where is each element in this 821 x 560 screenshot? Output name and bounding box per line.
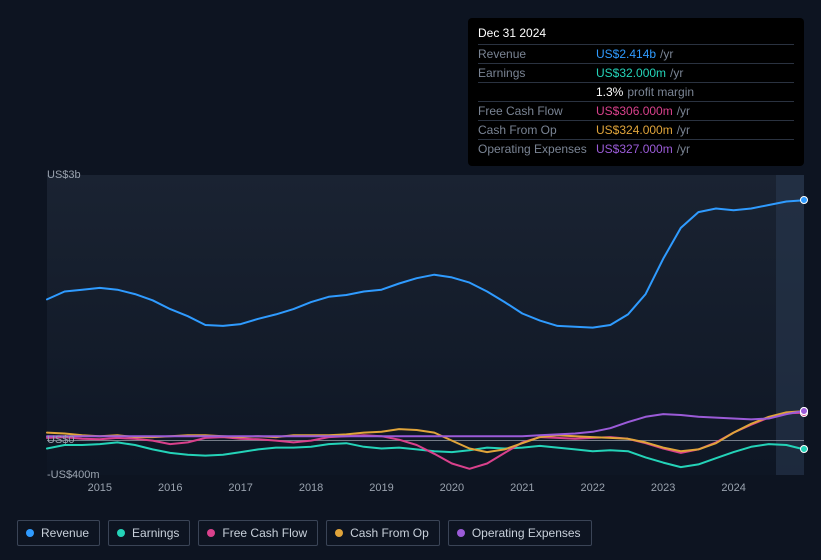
chart-x-label: 2020 [440,482,464,494]
series-line [47,200,804,327]
chart-tooltip: Dec 31 2024 RevenueUS$2.414b/yrEarningsU… [468,18,804,166]
chart-x-label: 2024 [721,482,745,494]
tooltip-row-value: US$2.414b [596,47,656,61]
tooltip-row: Cash From OpUS$324.000m/yr [478,120,794,139]
tooltip-row-value: US$306.000m [596,104,673,118]
tooltip-row-label: Free Cash Flow [478,104,596,118]
legend-item[interactable]: Earnings [108,520,190,546]
tooltip-row-suffix: /yr [677,104,690,118]
chart-x-label: 2021 [510,482,534,494]
legend-item[interactable]: Free Cash Flow [198,520,318,546]
legend-label: Earnings [132,526,179,540]
series-end-marker [800,407,808,415]
series-line [47,411,804,452]
legend-item[interactable]: Cash From Op [326,520,440,546]
chart-legend: Revenue Earnings Free Cash Flow Cash From O… [17,520,592,546]
tooltip-row-label: Operating Expenses [478,142,596,156]
legend-item[interactable]: Operating Expenses [448,520,592,546]
chart-x-label: 2022 [580,482,604,494]
chart-lines-svg [47,175,804,475]
tooltip-row-value: US$324.000m [596,123,673,137]
legend-dot-icon [117,529,125,537]
tooltip-row-suffix: /yr [660,47,673,61]
tooltip-row: EarningsUS$32.000m/yr [478,63,794,82]
chart-x-label: 2015 [88,482,112,494]
tooltip-row-suffix: profit margin [627,85,694,99]
legend-dot-icon [207,529,215,537]
chart-x-axis: 2015 2016 2017 2018 2019 2020 2021 2022 2023 2024 [47,482,804,502]
legend-dot-icon [335,529,343,537]
legend-label: Cash From Op [350,526,429,540]
legend-label: Revenue [41,526,89,540]
tooltip-row: 1.3% profit margin [478,82,794,101]
tooltip-row-value: 1.3% [596,85,623,99]
legend-dot-icon [457,529,465,537]
tooltip-row-suffix: /yr [677,123,690,137]
chart-x-label: 2018 [299,482,323,494]
tooltip-row: Operating ExpensesUS$327.000m/yr [478,139,794,158]
tooltip-row-label: Revenue [478,47,596,61]
series-line [47,442,804,467]
chart-x-label: 2019 [369,482,393,494]
chart-y-label: US$3b [47,169,59,181]
series-line [47,411,804,436]
legend-item[interactable]: Revenue [17,520,100,546]
series-end-marker [800,196,808,204]
chart-y-label: US$0 [47,434,59,446]
chart-x-label: 2023 [651,482,675,494]
series-line [47,413,804,469]
tooltip-rows: RevenueUS$2.414b/yrEarningsUS$32.000m/yr… [478,44,794,158]
tooltip-row-label: Cash From Op [478,123,596,137]
tooltip-row-suffix: /yr [670,66,683,80]
tooltip-row-value: US$327.000m [596,142,673,156]
tooltip-row-value: US$32.000m [596,66,666,80]
tooltip-date: Dec 31 2024 [478,26,794,40]
tooltip-row-label: Earnings [478,66,596,80]
legend-label: Free Cash Flow [222,526,307,540]
chart-plot-area [47,175,804,475]
chart-x-label: 2017 [228,482,252,494]
chart-x-label: 2016 [158,482,182,494]
chart-y-label: -US$400m [47,469,59,481]
tooltip-row: RevenueUS$2.414b/yr [478,44,794,63]
legend-label: Operating Expenses [472,526,581,540]
tooltip-row: Free Cash FlowUS$306.000m/yr [478,101,794,120]
series-end-marker [800,445,808,453]
legend-dot-icon [26,529,34,537]
financials-chart[interactable]: 2015201620172018201920202021202220232024… [17,160,804,480]
tooltip-row-suffix: /yr [677,142,690,156]
